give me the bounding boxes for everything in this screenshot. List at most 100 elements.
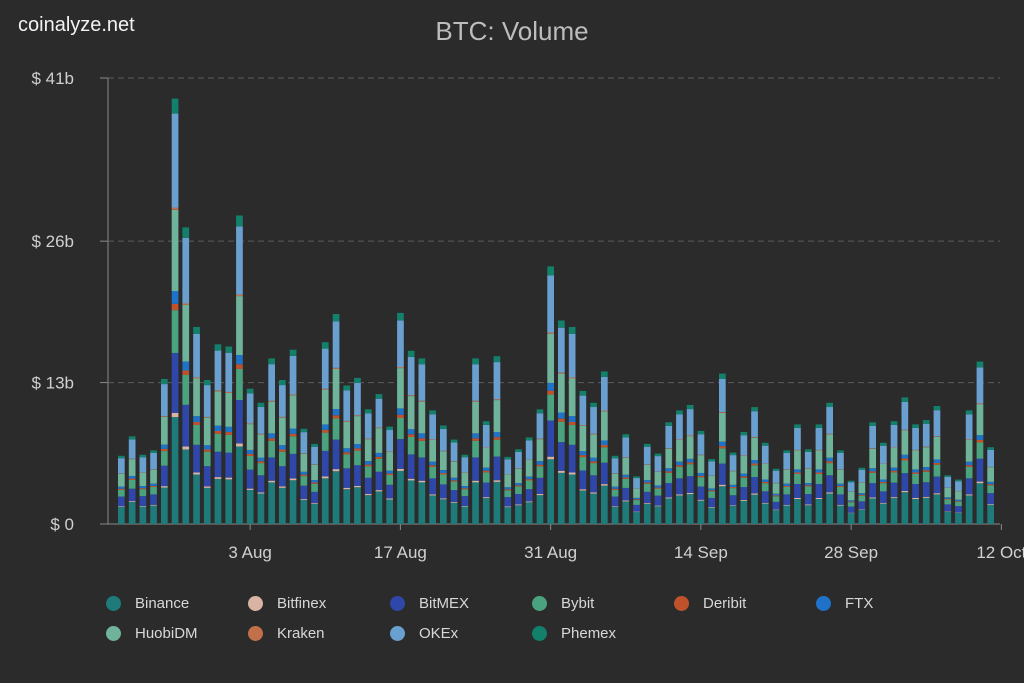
bar-segment-okex <box>343 390 351 421</box>
bar-segment-okex <box>386 430 393 452</box>
bar-segment-bitfinex <box>772 509 780 511</box>
bar-segment-binance <box>955 512 962 525</box>
bar-segment-bitfinex <box>407 478 415 481</box>
bar-segment-kraken <box>558 372 565 374</box>
bar-segment-bitmex <box>397 439 404 469</box>
bar-segment-phemex <box>246 388 254 394</box>
bar-stack <box>965 410 973 524</box>
x-tick-label: 17 Aug <box>374 543 427 562</box>
bar-segment-bitmex <box>343 468 351 488</box>
bar-segment-bitfinex <box>311 503 318 504</box>
bar-segment-bitmex <box>375 471 383 491</box>
bar-segment-phemex <box>364 409 372 414</box>
bar-segment-phemex <box>321 342 329 349</box>
bar-segment-bybit <box>493 439 501 457</box>
legend-item-huobidm[interactable]: HuobiDM <box>106 622 198 644</box>
bar-segment-phemex <box>504 456 512 460</box>
bar-segment-okex <box>922 423 930 447</box>
bar-segment-bitfinex <box>719 484 726 487</box>
bar-segment-bybit <box>321 432 329 451</box>
bar-segment-kraken <box>225 392 233 393</box>
bar-stack <box>547 266 554 525</box>
bar-stack <box>354 377 361 525</box>
bar-segment-binance <box>686 494 694 525</box>
bar-segment-binance <box>761 503 769 524</box>
bar-segment-phemex <box>279 380 286 386</box>
site-brand[interactable]: coinalyze.net <box>18 14 135 36</box>
legend-label: Deribit <box>703 594 747 612</box>
bar-segment-ftx <box>708 488 715 491</box>
bar-segment-huobidm <box>482 448 490 468</box>
bar-segment-phemex <box>922 420 930 424</box>
legend-item-phemex[interactable]: Phemex <box>532 622 616 644</box>
bar-segment-bybit <box>880 483 887 492</box>
bar-segment-bitfinex <box>837 504 844 506</box>
bar-segment-bitfinex <box>579 489 587 491</box>
bar-segment-bybit <box>450 481 458 491</box>
legend-item-bitfinex[interactable]: Bitfinex <box>248 592 326 614</box>
legend-item-binance[interactable]: Binance <box>106 592 189 614</box>
bar-segment-phemex <box>515 449 522 452</box>
bar-segment-okex <box>225 352 233 392</box>
bar-segment-bybit <box>397 417 404 440</box>
bar-segment-okex <box>515 451 522 469</box>
bar-segment-bitfinex <box>236 443 243 447</box>
legend-item-bitmex[interactable]: BitMEX <box>390 592 469 614</box>
bar-segment-bybit <box>944 499 952 505</box>
bar-segment-bitmex <box>611 496 619 507</box>
bar-segment-kraken <box>268 400 275 402</box>
bar-segment-bitfinex <box>858 509 866 510</box>
bar-segment-bitfinex <box>343 487 351 490</box>
bar-stack <box>815 424 823 525</box>
bar-segment-bitmex <box>719 463 726 485</box>
bar-segment-huobidm <box>772 483 780 494</box>
bar-segment-kraken <box>547 332 554 334</box>
legend-label: BitMEX <box>419 594 470 612</box>
bar-segment-phemex <box>719 373 726 379</box>
bar-segment-binance <box>654 506 662 524</box>
bar-segment-binance <box>547 459 554 525</box>
bar-segment-binance <box>343 489 351 525</box>
bar-segment-phemex <box>794 424 801 428</box>
bar-segment-bitmex <box>633 504 640 512</box>
bar-segment-bybit <box>289 436 297 454</box>
bar-segment-deribit <box>161 448 168 452</box>
bar-segment-binance <box>300 500 308 525</box>
bar-segment-okex <box>171 113 179 208</box>
bar-segment-bitmex <box>161 465 168 487</box>
bar-segment-ftx <box>203 445 211 450</box>
bar-segment-bybit <box>429 466 436 479</box>
legend-item-bybit[interactable]: Bybit <box>532 592 594 614</box>
bar-segment-huobidm <box>890 448 898 468</box>
bar-segment-kraken <box>601 410 608 412</box>
bar-segment-bitmex <box>300 485 308 500</box>
bar-segment-okex <box>783 453 791 470</box>
bar-segment-huobidm <box>407 396 415 430</box>
bar-segment-bybit <box>525 480 533 490</box>
bar-segment-deribit <box>643 482 651 484</box>
bar-segment-phemex <box>182 227 190 238</box>
bar-segment-okex <box>161 384 168 417</box>
bar-segment-deribit <box>955 501 962 502</box>
bar-segment-phemex <box>171 98 179 114</box>
bar-segment-bybit <box>955 501 962 507</box>
bar-segment-huobidm <box>332 368 340 409</box>
bar-segment-bitfinex <box>440 498 447 500</box>
legend-item-deribit[interactable]: Deribit <box>674 592 746 614</box>
bar-segment-ftx <box>794 469 801 473</box>
bar-segment-bitfinex <box>547 456 554 460</box>
bar-segment-huobidm <box>826 434 833 458</box>
bar-segment-ftx <box>719 441 726 447</box>
legend-item-ftx[interactable]: FTX <box>816 592 873 614</box>
bar-segment-deribit <box>869 471 876 473</box>
legend-item-kraken[interactable]: Kraken <box>248 622 325 644</box>
bar-segment-ftx <box>171 291 179 304</box>
bar-stack <box>364 409 372 525</box>
bar-segment-kraken <box>236 294 243 297</box>
bar-stack <box>193 327 200 524</box>
bar-segment-bybit <box>601 447 608 463</box>
legend-item-okex[interactable]: OKEx <box>390 622 458 644</box>
bar-segment-phemex <box>193 327 200 334</box>
bar-segment-bybit <box>407 437 415 455</box>
